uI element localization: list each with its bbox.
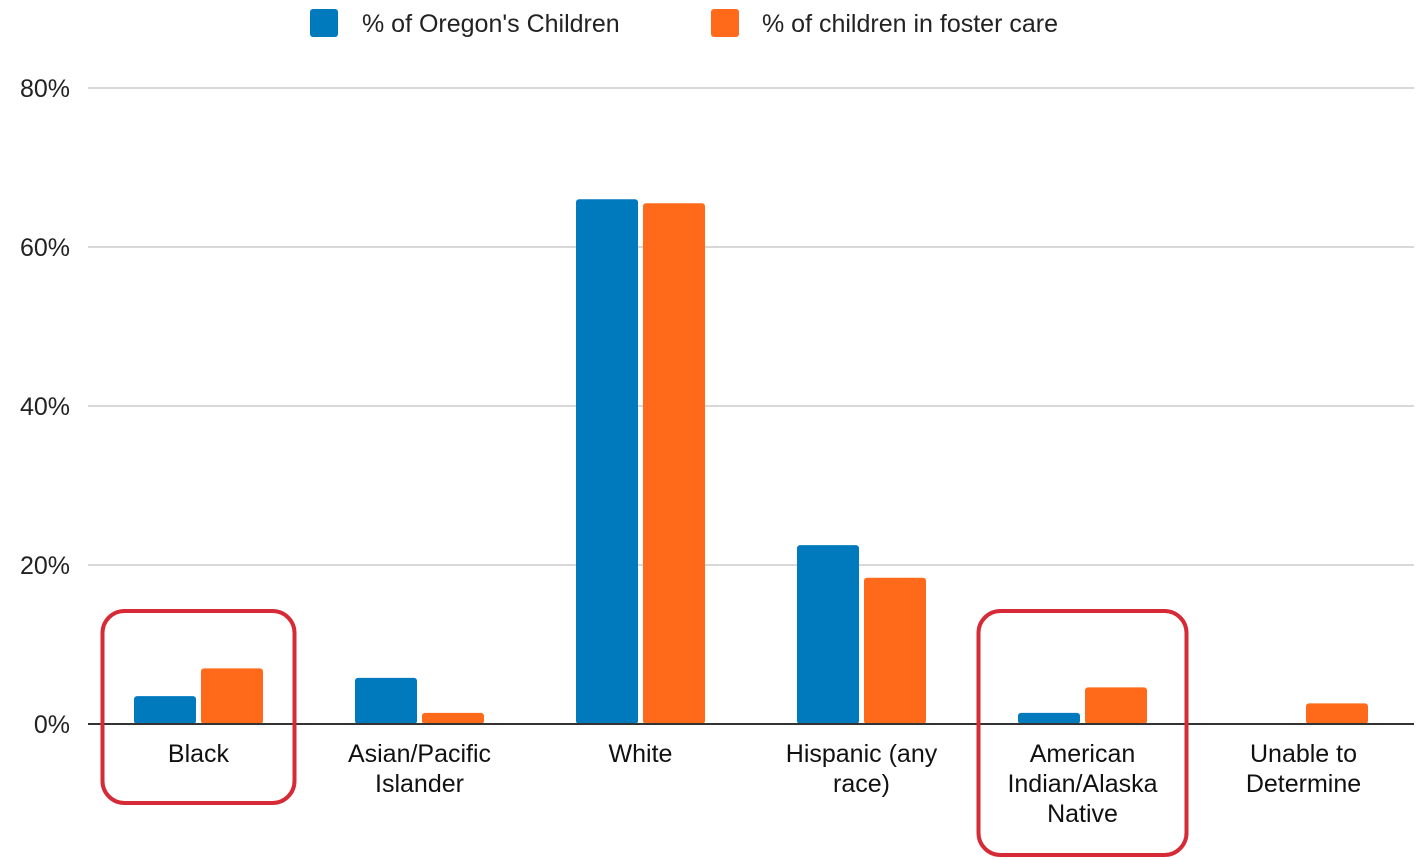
x-tick-label: Black [168, 740, 230, 768]
legend-label: % of children in foster care [762, 10, 1058, 38]
bar-foster-care [864, 577, 926, 724]
y-tick-label: 20% [20, 552, 70, 580]
x-tick-label-line: Islander [375, 770, 464, 798]
bar-oregon-children [1018, 712, 1080, 724]
x-tick-label-line: Hispanic (any [786, 740, 938, 768]
x-tick-label: Hispanic (any race) [786, 740, 938, 798]
bar-foster-care [422, 712, 484, 724]
highlights [100, 609, 1189, 857]
legend: % of Oregon's Children % of children in f… [310, 9, 1058, 38]
x-tick-label-line: Black [168, 740, 230, 768]
bar-foster-care [1306, 703, 1368, 724]
bars [134, 199, 1368, 725]
bar-oregon-children [797, 545, 859, 724]
x-tick-label: American Indian/Alaska Native [1007, 740, 1157, 828]
x-tick-label-line: Indian/Alaska [1007, 770, 1157, 798]
x-tick-label-line: Native [1047, 800, 1118, 828]
highlight-box [976, 609, 1189, 857]
x-axis: Black Asian/Pacific Islander White Hispanic … [168, 740, 1361, 828]
bar-oregon-children [355, 677, 417, 724]
bar-foster-care [643, 203, 705, 724]
x-tick-label: White [609, 740, 673, 768]
x-tick-label-line: White [609, 740, 673, 768]
x-tick-label-line: Determine [1246, 770, 1361, 798]
bar-foster-care [1085, 687, 1147, 724]
y-tick-label: 80% [20, 75, 70, 103]
bar-oregon-children [576, 199, 638, 725]
y-axis: 0% 20% 40% 60% 80% [20, 75, 70, 739]
highlight-box [100, 609, 297, 805]
gridlines [88, 87, 1414, 566]
y-tick-label: 40% [20, 393, 70, 421]
x-tick-label-line: Asian/Pacific [348, 740, 491, 768]
x-tick-label-line: American [1030, 740, 1136, 768]
y-tick-label: 60% [20, 234, 70, 262]
bar-oregon-children [134, 696, 196, 724]
x-tick-label-line: Unable to [1250, 740, 1357, 768]
y-tick-label: 0% [34, 711, 70, 739]
bar-foster-care [201, 668, 263, 724]
x-tick-label: Asian/Pacific Islander [348, 740, 491, 798]
legend-swatch [310, 9, 338, 37]
legend-swatch [711, 9, 739, 37]
legend-label: % of Oregon's Children [362, 10, 620, 38]
x-tick-label-line: race) [833, 770, 890, 798]
x-tick-label: Unable to Determine [1246, 740, 1361, 798]
